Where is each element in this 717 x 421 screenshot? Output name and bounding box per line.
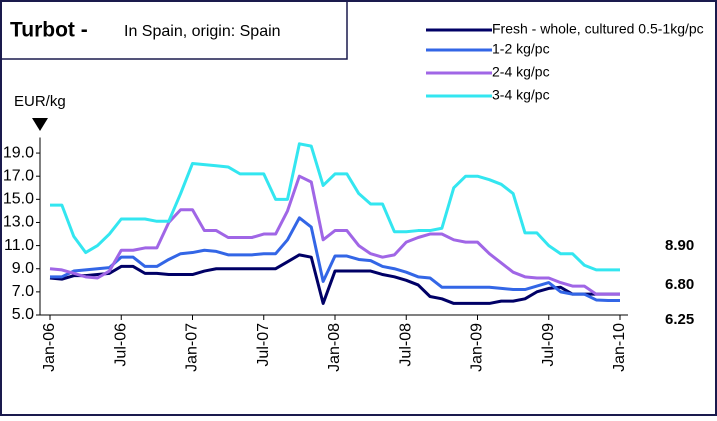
chart-subtitle: In Spain, origin: Spain [124, 23, 281, 40]
y-tick-label: 15.0 [3, 191, 34, 208]
y-tick-label: 9.0 [12, 260, 34, 277]
x-tick-label: Jan-06 [41, 323, 58, 372]
legend-label: 3-4 kg/pc [492, 87, 550, 103]
series-line [50, 142, 620, 272]
x-tick-label: Jan-07 [184, 323, 201, 372]
y-tick-label: 17.0 [3, 167, 34, 184]
x-tick-label: Jul-07 [255, 323, 272, 367]
x-tick-label: Jul-06 [112, 323, 129, 367]
series-line [50, 216, 620, 303]
series-line [49, 253, 620, 305]
value-annotation: 6.25 [665, 311, 694, 328]
value-annotation: 6.80 [665, 276, 694, 293]
y-tick-label: 13.0 [3, 214, 34, 231]
y-axis-label: EUR/kg [14, 93, 66, 110]
y-tick-label: 11.0 [4, 237, 34, 254]
x-tick-label: Jan-10 [611, 323, 628, 372]
legend-label: 1-2 kg/pc [492, 41, 550, 57]
y-tick-label: 5.0 [12, 306, 34, 323]
x-tick-label: Jan-09 [469, 323, 486, 372]
legend-label: 2-4 kg/pc [492, 64, 550, 80]
y-tick-label: 7.0 [12, 283, 34, 300]
y-label-arrow [32, 118, 48, 131]
x-tick-label: Jul-08 [397, 323, 414, 367]
x-tick-label: Jan-08 [326, 323, 343, 372]
x-tick-label: Jul-09 [540, 323, 557, 367]
chart-title: Turbot - [10, 19, 88, 42]
y-tick-label: 19.0 [3, 144, 34, 161]
legend-label: Fresh - whole, cultured 0.5-1kg/pc [492, 21, 704, 37]
title-box [0, 0, 348, 60]
value-annotation: 8.90 [665, 237, 694, 254]
series-line [49, 174, 620, 296]
